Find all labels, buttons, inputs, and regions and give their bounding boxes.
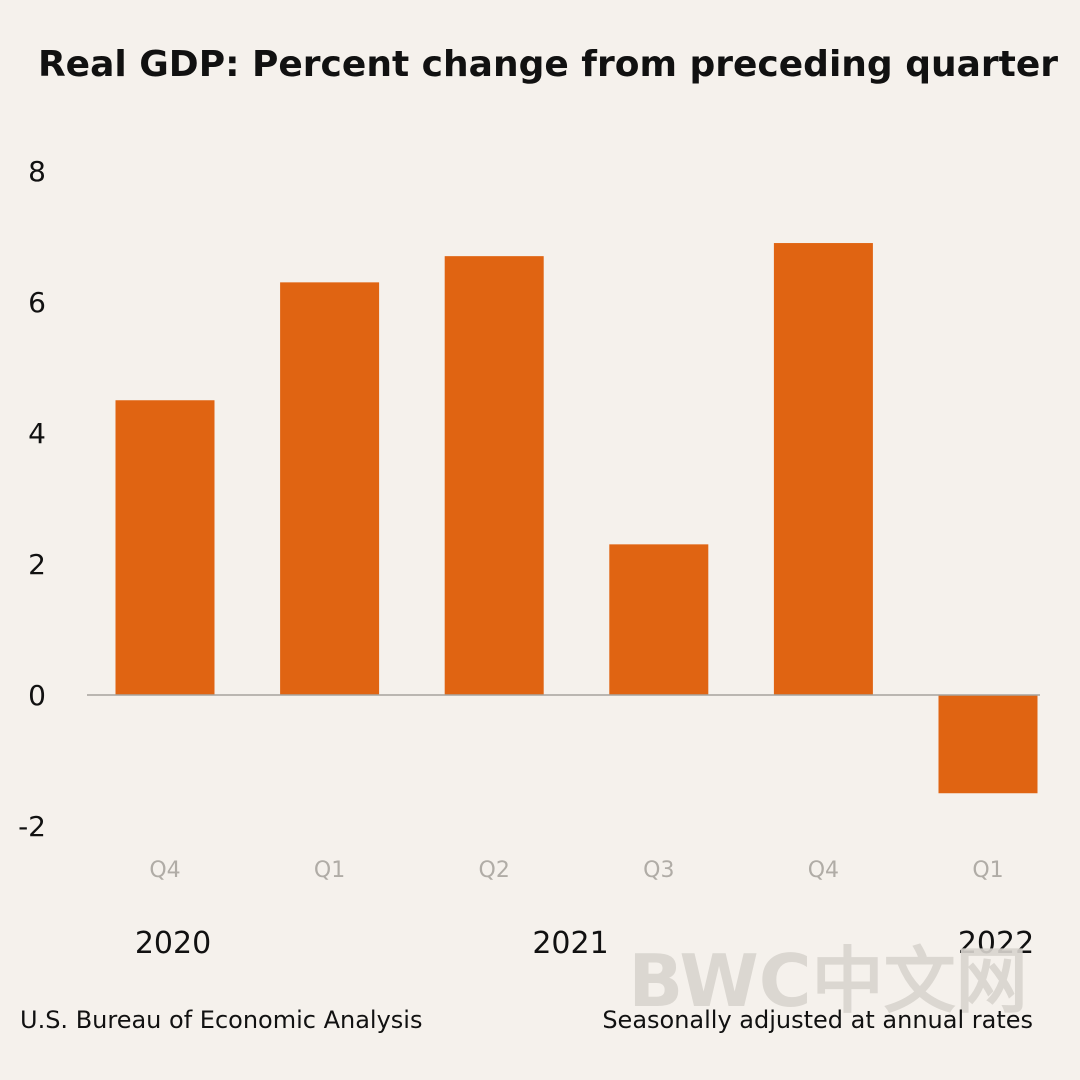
year-label: 2021: [532, 926, 608, 961]
x-category-label: Q4: [149, 858, 180, 883]
year-labels: 2020 2021 2022: [135, 926, 1034, 961]
bar: [280, 282, 380, 695]
x-category-label: Q3: [643, 858, 674, 883]
bar: [444, 256, 544, 695]
adjustment-note: Seasonally adjusted at annual rates: [602, 1006, 1033, 1034]
bar: [938, 695, 1038, 794]
bars-group: [115, 243, 1038, 794]
x-axis-categories: Q4 Q1 Q2 Q3 Q4 Q1: [149, 858, 1003, 883]
y-tick-label: 0: [28, 679, 46, 712]
chart-title: Real GDP: Percent change from preceding …: [38, 44, 1058, 85]
bar: [773, 243, 873, 696]
watermark-text: BWC中文网: [628, 939, 1027, 1023]
y-tick-label: 2: [28, 548, 46, 581]
y-tick-label: 4: [28, 417, 46, 450]
y-tick-label: 6: [28, 286, 46, 319]
y-tick-label: 8: [28, 155, 46, 188]
bar: [115, 400, 215, 695]
source-note: U.S. Bureau of Economic Analysis: [20, 1006, 422, 1034]
x-category-label: Q2: [479, 858, 510, 883]
y-axis-ticks: 8 6 4 2 0 -2: [18, 155, 46, 843]
bar: [609, 544, 709, 695]
year-label: 2020: [135, 926, 211, 961]
x-category-label: Q1: [314, 858, 345, 883]
x-category-label: Q4: [808, 858, 839, 883]
x-category-label: Q1: [972, 858, 1003, 883]
y-tick-label: -2: [18, 810, 46, 843]
year-label: 2022: [958, 926, 1034, 961]
